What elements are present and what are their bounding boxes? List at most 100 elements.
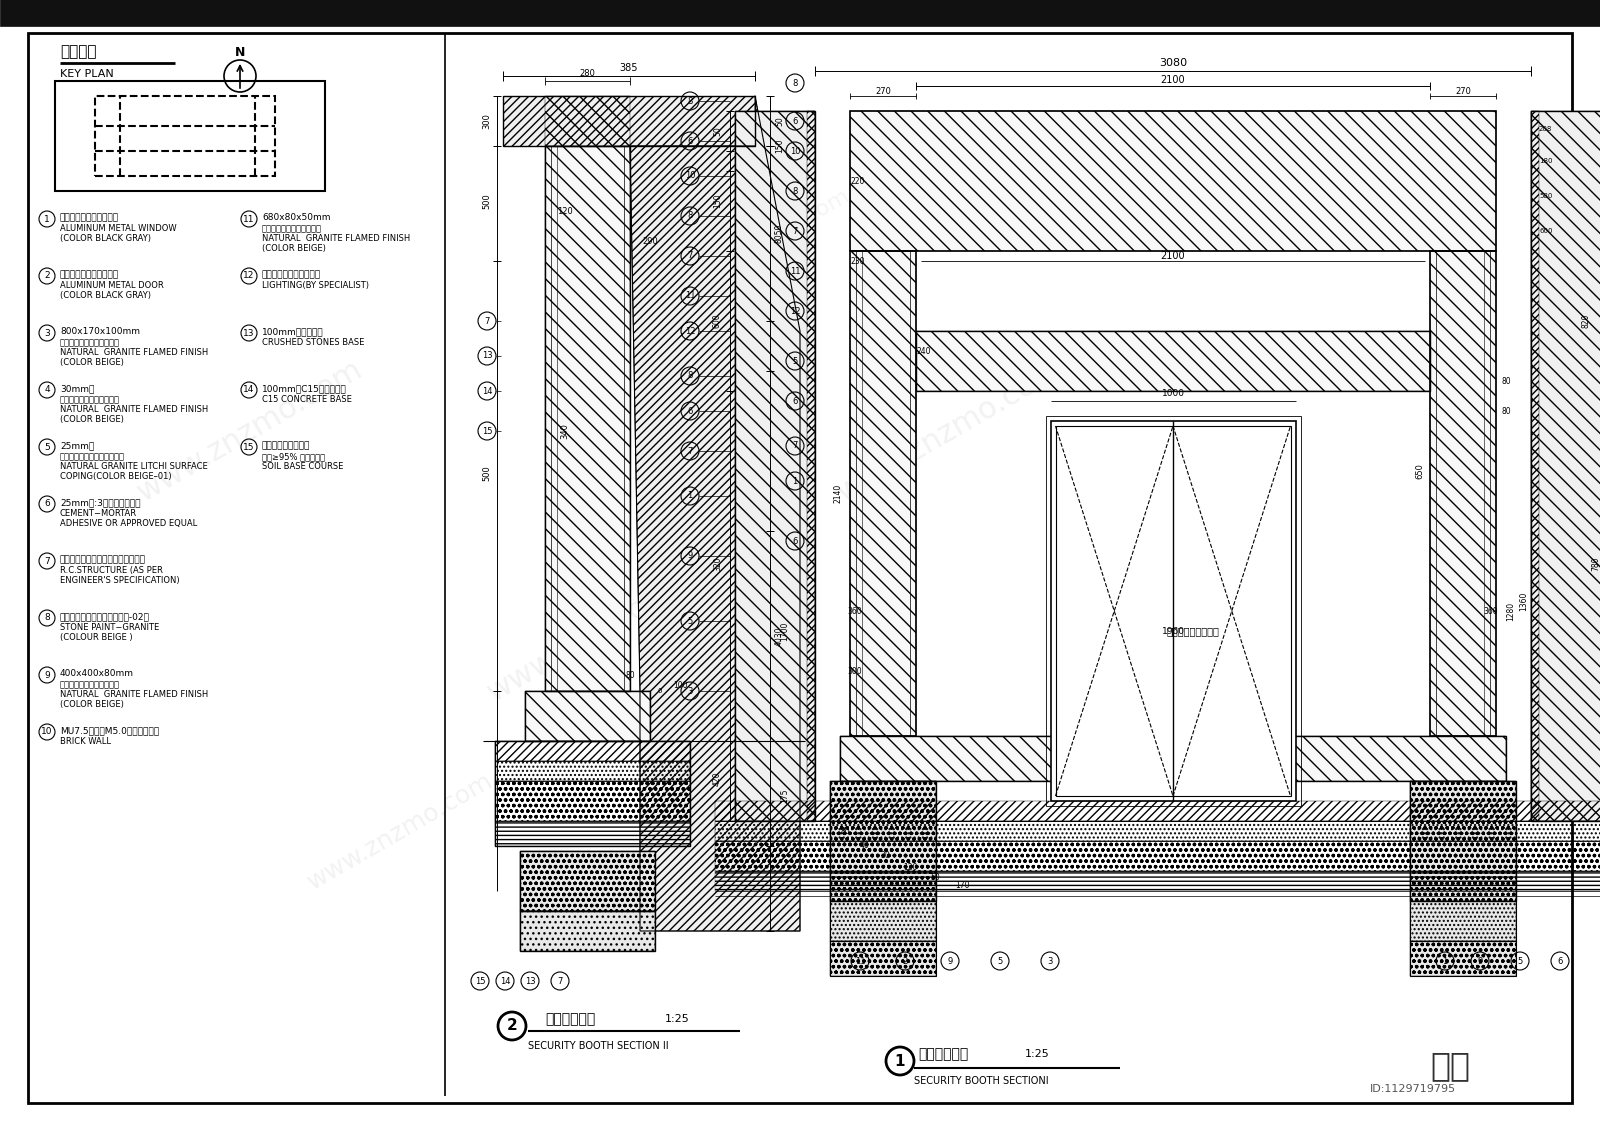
Bar [830,901,936,941]
Text: 5: 5 [688,616,693,625]
Text: 580: 580 [1539,193,1552,199]
Text: 2100: 2100 [1160,251,1186,261]
Text: 80: 80 [626,672,635,681]
Text: (COLOR BEIGE): (COLOR BEIGE) [61,359,123,366]
Text: 1:25: 1:25 [1026,1048,1050,1059]
Text: ENGINEER'S SPECIFICATION): ENGINEER'S SPECIFICATION) [61,576,179,585]
Text: 13: 13 [482,352,493,361]
Text: 3: 3 [688,687,693,696]
Bar [715,801,1600,821]
Text: 175: 175 [781,788,789,803]
Text: COPING(COLOR BEIGE–01): COPING(COLOR BEIGE–01) [61,472,171,481]
Text: 铝合金平开窗（深灰色）: 铝合金平开窗（深灰色） [61,213,118,222]
Bar [1410,901,1517,941]
Text: 300: 300 [482,113,491,129]
Text: (COLOR BLACK GRAY): (COLOR BLACK GRAY) [61,291,150,300]
Text: 索引平面: 索引平面 [61,44,96,59]
Text: 150: 150 [774,139,784,153]
Text: 0: 0 [658,688,662,694]
Text: SECURITY BOOTH SECTIONI: SECURITY BOOTH SECTIONI [914,1076,1048,1086]
Text: C15 CONCRETE BASE: C15 CONCRETE BASE [262,395,352,404]
Text: 50: 50 [774,116,784,126]
Text: 5: 5 [997,957,1003,966]
Bar [1056,426,1291,796]
Bar [1045,416,1301,806]
Bar [546,146,630,691]
Bar [915,331,1430,391]
Text: 5: 5 [792,356,798,365]
Bar [850,111,1496,251]
Text: 7: 7 [485,317,490,326]
Text: 荔枝面天然花岗岐（黄锈石）: 荔枝面天然花岗岐（黄锈石） [61,452,125,461]
Bar [830,941,936,976]
Bar [494,821,690,846]
Text: 420: 420 [714,771,722,786]
Text: N: N [235,46,245,60]
Text: 7: 7 [792,441,798,450]
Text: 12: 12 [685,327,696,336]
Text: 知末: 知末 [1430,1050,1470,1082]
Bar [525,691,650,741]
Text: www.znzmo.com: www.znzmo.com [1102,668,1298,794]
Text: 15: 15 [243,442,254,451]
Text: 13: 13 [243,328,254,337]
Text: 360: 360 [1483,606,1498,615]
Text: 8: 8 [792,187,798,196]
Text: 13: 13 [525,976,536,985]
Text: 光面天然花岗岐（黄锈石）: 光面天然花岗岐（黄锈石） [61,680,120,689]
Text: 180: 180 [1539,158,1552,164]
Text: www.znzmo.com: www.znzmo.com [133,355,368,508]
Bar [830,782,936,901]
Text: 6: 6 [1557,957,1563,966]
Bar [1410,901,1517,941]
Text: 10: 10 [42,727,53,736]
Text: 铝合金平开门（深灰色）: 铝合金平开门（深灰色） [61,270,118,279]
Bar [734,111,814,821]
Text: 7: 7 [557,976,563,985]
Text: LIGHTING(BY SPECIALIST): LIGHTING(BY SPECIALIST) [262,280,370,290]
Text: 9: 9 [45,671,50,680]
Text: NATURAL  GRANITE FLAMED FINISH: NATURAL GRANITE FLAMED FINISH [61,690,208,699]
Text: ALUMINUM METAL DOOR: ALUMINUM METAL DOOR [61,280,163,290]
Text: 780: 780 [1592,556,1600,571]
Text: 素土分层回填，密实: 素土分层回填，密实 [262,441,310,450]
Text: 650: 650 [1416,463,1424,478]
Text: 5: 5 [45,442,50,451]
Text: 360: 360 [848,606,862,615]
Text: 1960: 1960 [1162,627,1184,636]
Text: SOIL BASE COURSE: SOIL BASE COURSE [262,461,344,470]
Bar [546,146,630,691]
Text: MU7.5机制砖M5.0水泥砂浆砂筑: MU7.5机制砖M5.0水泥砂浆砂筑 [61,726,158,735]
Text: 幕墙统由地工方设计: 幕墙统由地工方设计 [1166,625,1219,636]
Text: 6: 6 [792,116,798,126]
Text: 7: 7 [688,447,693,456]
Text: 8050: 8050 [774,224,784,243]
Text: ID:1129719795: ID:1129719795 [1370,1083,1456,1094]
Bar [1051,421,1296,801]
Text: 240: 240 [917,346,931,355]
Text: 门卫亭剖面二: 门卫亭剖面二 [546,1012,595,1026]
Text: 3: 3 [45,328,50,337]
Text: ALUMINUM METAL WINDOW: ALUMINUM METAL WINDOW [61,224,176,233]
Text: 280: 280 [579,69,595,78]
Text: 208: 208 [1539,126,1552,132]
Bar [1410,782,1517,901]
Bar [1531,111,1600,821]
Text: 80: 80 [840,827,850,836]
Text: 9: 9 [1477,957,1483,966]
Text: 6: 6 [688,406,693,415]
Text: 220: 220 [851,176,866,185]
Bar [850,251,915,736]
Bar [850,111,1496,251]
Bar [830,941,936,976]
Text: CEMENT−MORTAR: CEMENT−MORTAR [61,509,138,518]
Text: 500: 500 [482,466,491,482]
Text: 11: 11 [685,292,696,301]
Text: 3080: 3080 [1158,58,1187,68]
Bar [715,841,1600,871]
Text: 8: 8 [792,78,798,87]
Bar [520,910,654,951]
Text: 2: 2 [507,1019,517,1034]
Bar [520,851,654,910]
Text: 14: 14 [499,976,510,985]
